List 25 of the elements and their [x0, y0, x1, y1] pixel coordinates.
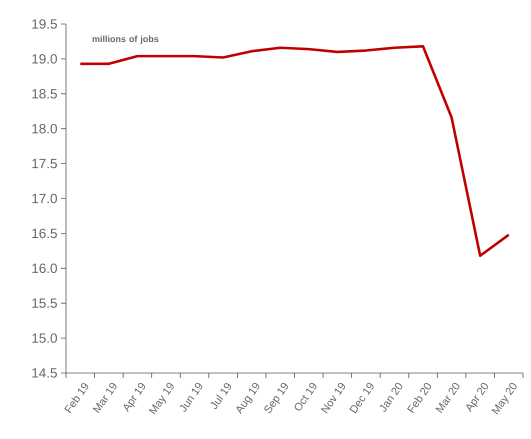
x-tick-label: Mar 19	[92, 382, 117, 413]
y-tick-label: 14.5	[32, 368, 57, 378]
x-tick-label: Jun 19	[180, 382, 202, 412]
y-axis-title: millions of jobs	[92, 36, 158, 44]
y-tick-label: 18.0	[32, 124, 57, 134]
y-tick-label: 16.0	[32, 264, 57, 274]
y-tick-label: 19.0	[32, 54, 57, 64]
y-tick-label: 15.5	[32, 298, 57, 308]
y-tick-label: 17.0	[32, 194, 57, 204]
y-tick-label: 18.5	[32, 89, 57, 99]
x-tick-label: Feb 20	[407, 383, 432, 414]
x-tick-label: Jan 20	[380, 382, 402, 412]
x-tick-label: Apr 19	[124, 382, 146, 412]
x-tick-label: Oct 19	[294, 382, 316, 410]
y-tick-label: 17.5	[32, 158, 57, 168]
x-tick-label: Mar 20	[435, 382, 460, 413]
x-tick-label: Apr 20	[466, 382, 488, 412]
y-tick-label: 16.5	[32, 228, 57, 238]
x-tick-label: Nov 19	[320, 382, 346, 414]
y-tick-label: 19.5	[32, 19, 57, 29]
x-tick-label: Jul 19	[210, 383, 232, 409]
x-tick-label: Sep 19	[264, 382, 288, 413]
x-tick-label: Dec 19	[349, 382, 374, 414]
y-tick-label: 15.0	[32, 333, 57, 343]
x-tick-label: Feb 19	[64, 383, 88, 414]
